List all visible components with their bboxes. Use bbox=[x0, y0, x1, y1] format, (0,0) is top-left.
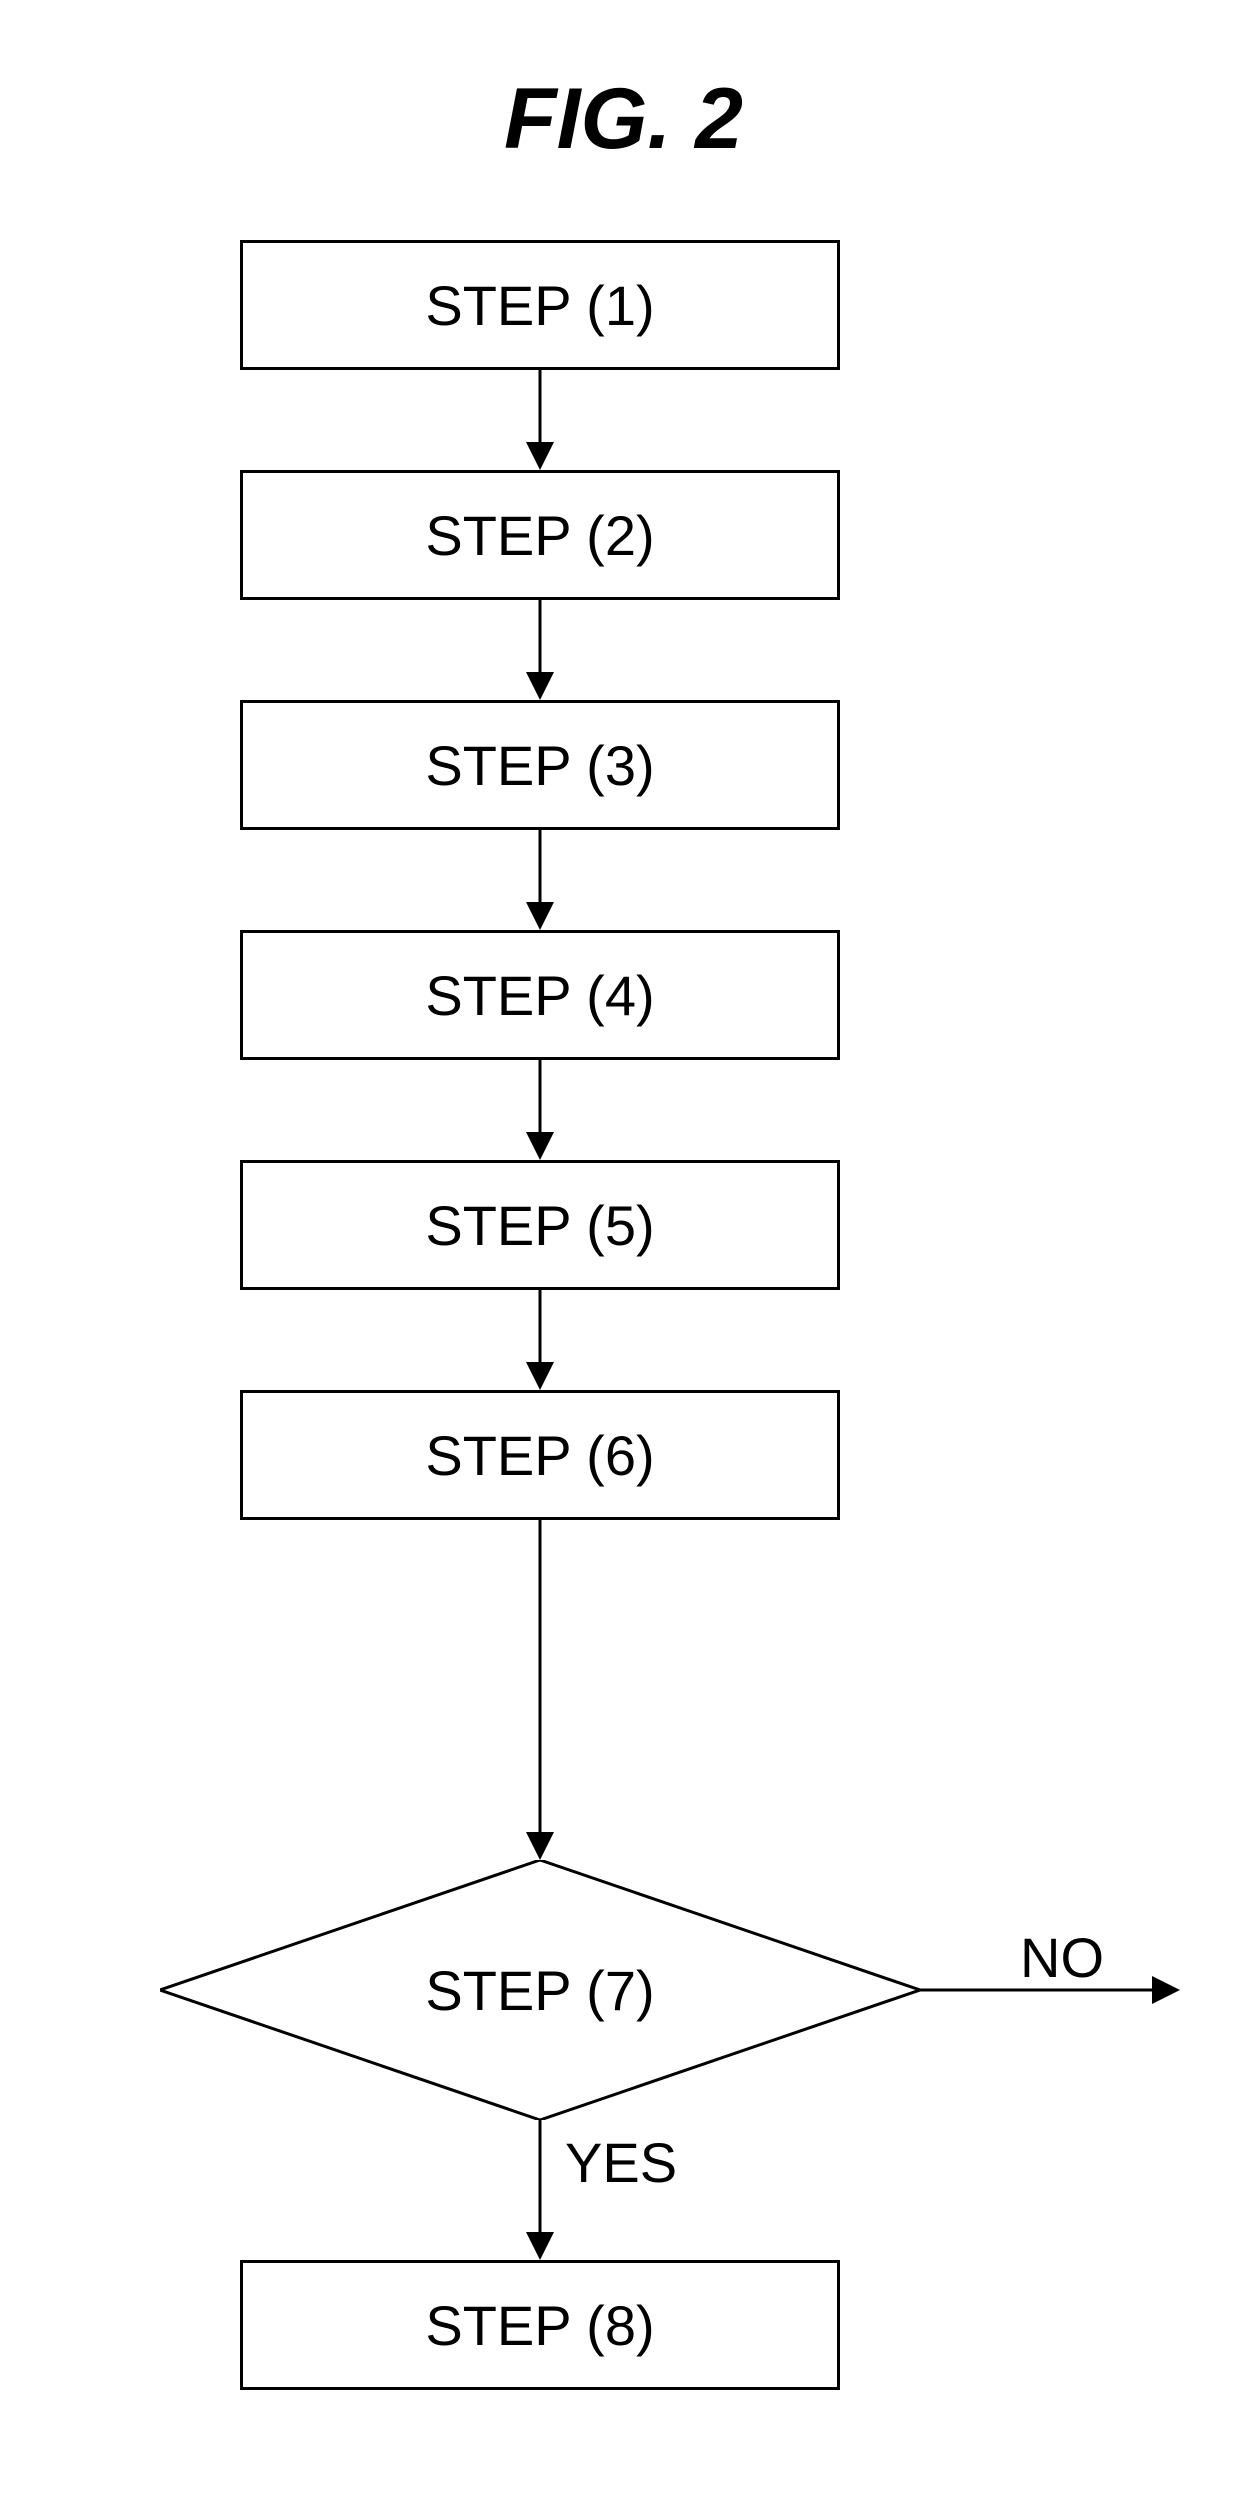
no-label: NO bbox=[1020, 1925, 1104, 1990]
step-1-label: STEP (1) bbox=[425, 273, 654, 338]
step-7-label: STEP (7) bbox=[425, 1958, 654, 2023]
step-3-box: STEP (3) bbox=[240, 700, 840, 830]
step-8-label: STEP (8) bbox=[425, 2293, 654, 2358]
step-6-label: STEP (6) bbox=[425, 1423, 654, 1488]
step-3-label: STEP (3) bbox=[425, 733, 654, 798]
step-8-box: STEP (8) bbox=[240, 2260, 840, 2390]
step-1-box: STEP (1) bbox=[240, 240, 840, 370]
step-4-box: STEP (4) bbox=[240, 930, 840, 1060]
step-6-box: STEP (6) bbox=[240, 1390, 840, 1520]
flowchart-figure: FIG. 2 STEP (1) STEP (2) STEP (3) STEP (… bbox=[0, 0, 1247, 2502]
figure-title: FIG. 2 bbox=[0, 70, 1247, 169]
step-2-label: STEP (2) bbox=[425, 503, 654, 568]
step-5-label: STEP (5) bbox=[425, 1193, 654, 1258]
step-7-decision: STEP (7) bbox=[160, 1860, 920, 2120]
step-2-box: STEP (2) bbox=[240, 470, 840, 600]
step-5-box: STEP (5) bbox=[240, 1160, 840, 1290]
step-4-label: STEP (4) bbox=[425, 963, 654, 1028]
yes-label: YES bbox=[565, 2130, 677, 2195]
step-7-label-wrap: STEP (7) bbox=[160, 1860, 920, 2120]
